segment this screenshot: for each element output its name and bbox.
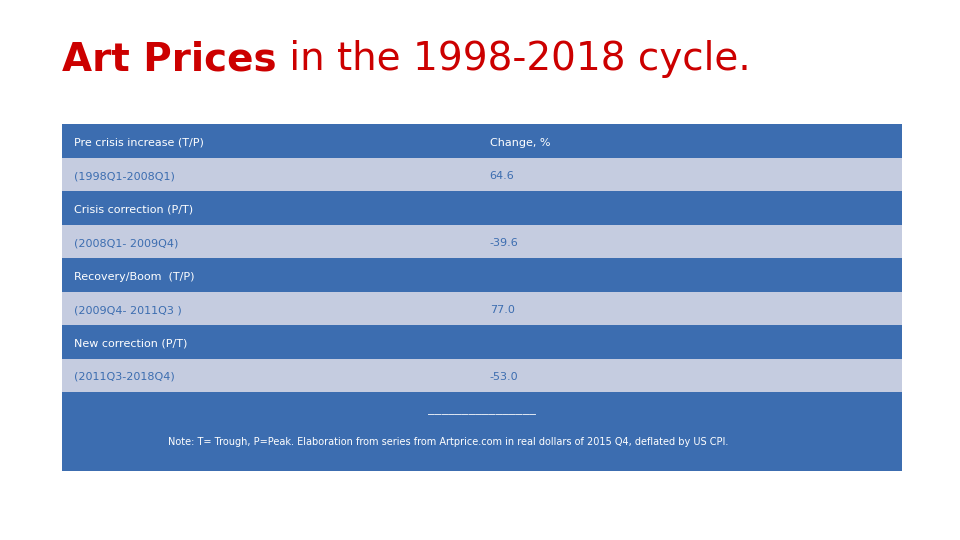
Text: Crisis correction (P/T): Crisis correction (P/T) bbox=[74, 205, 193, 214]
Text: 77.0: 77.0 bbox=[490, 305, 515, 315]
Text: Pre crisis increase (T/P): Pre crisis increase (T/P) bbox=[74, 138, 204, 147]
Text: in the 1998-2018 cycle.: in the 1998-2018 cycle. bbox=[277, 40, 751, 78]
Text: (2009Q4- 2011Q3 ): (2009Q4- 2011Q3 ) bbox=[74, 305, 181, 315]
Text: Note: T= Trough, P=Peak. Elaboration from series from Artprice.com in real dolla: Note: T= Trough, P=Peak. Elaboration fro… bbox=[168, 436, 729, 447]
Text: ________________: ________________ bbox=[428, 406, 537, 415]
Text: (2008Q1- 2009Q4): (2008Q1- 2009Q4) bbox=[74, 238, 179, 248]
Text: -39.6: -39.6 bbox=[490, 238, 518, 248]
Text: 64.6: 64.6 bbox=[490, 171, 515, 181]
Text: Change, %: Change, % bbox=[490, 138, 550, 147]
Text: New correction (P/T): New correction (P/T) bbox=[74, 339, 187, 348]
Text: -53.0: -53.0 bbox=[490, 372, 518, 382]
Text: Art Prices: Art Prices bbox=[62, 40, 277, 78]
Text: (2011Q3-2018Q4): (2011Q3-2018Q4) bbox=[74, 372, 175, 382]
Text: Recovery/Boom  (T/P): Recovery/Boom (T/P) bbox=[74, 272, 195, 281]
Text: (1998Q1-2008Q1): (1998Q1-2008Q1) bbox=[74, 171, 175, 181]
